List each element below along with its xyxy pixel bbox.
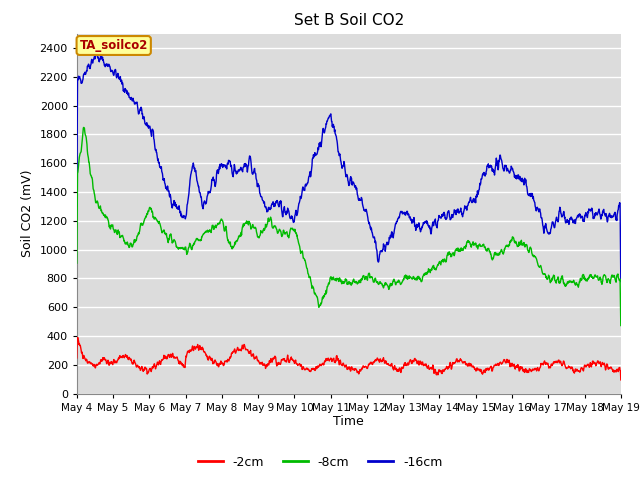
Title: Set B Soil CO2: Set B Soil CO2 [294, 13, 404, 28]
Text: TA_soilco2: TA_soilco2 [79, 39, 148, 52]
Y-axis label: Soil CO2 (mV): Soil CO2 (mV) [21, 170, 34, 257]
X-axis label: Time: Time [333, 415, 364, 429]
Legend: -2cm, -8cm, -16cm: -2cm, -8cm, -16cm [193, 451, 447, 474]
